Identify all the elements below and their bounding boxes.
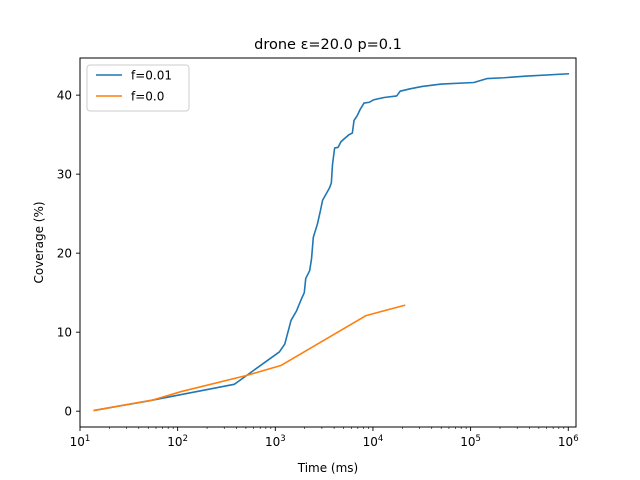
- x-tick-label-exponent: 4: [378, 434, 383, 444]
- chart-title: drone ε=20.0 p=0.1: [254, 37, 402, 53]
- x-axis: 101 102 103 104 105 106: [70, 427, 579, 449]
- y-axis-label: Coverage (%): [32, 201, 46, 283]
- x-tick-label-0: 101: [70, 434, 91, 449]
- x-tick-label-base: 10: [363, 435, 378, 449]
- x-axis-label: Time (ms): [297, 461, 359, 475]
- x-tick-label-1: 102: [167, 434, 188, 449]
- x-tick-label-base: 10: [70, 435, 85, 449]
- plot-frame: [79, 57, 577, 428]
- x-tick-label-base: 10: [460, 435, 475, 449]
- x-tick-label-exponent: 1: [85, 434, 90, 444]
- x-tick-label-exponent: 2: [183, 434, 188, 444]
- y-tick-label-4: 40: [57, 88, 72, 102]
- series-line-1: [93, 304, 406, 412]
- x-tick-label-base: 10: [558, 435, 573, 449]
- series-line-0: [93, 72, 570, 412]
- x-tick-label-3: 104: [363, 434, 384, 449]
- x-tick-label-exponent: 5: [476, 434, 481, 444]
- legend-label-0: f=0.01: [131, 68, 172, 82]
- legend: f=0.01 f=0.0: [86, 64, 190, 112]
- y-axis: 0 10 20 30 40: [57, 88, 80, 418]
- y-tick-label-0: 0: [64, 404, 72, 418]
- x-tick-label-exponent: 3: [280, 434, 285, 444]
- x-tick-label-5: 106: [558, 434, 579, 449]
- legend-box: [86, 64, 190, 112]
- x-tick-label-4: 105: [460, 434, 481, 449]
- plot-lines: [93, 72, 570, 412]
- x-tick-label-base: 10: [265, 435, 280, 449]
- x-tick-label-exponent: 6: [573, 434, 578, 444]
- x-tick-label-base: 10: [167, 435, 182, 449]
- y-tick-label-3: 30: [57, 167, 72, 181]
- y-tick-label-2: 20: [57, 246, 72, 260]
- legend-label-1: f=0.0: [131, 89, 164, 103]
- x-tick-label-2: 103: [265, 434, 286, 449]
- y-tick-label-1: 10: [57, 325, 72, 339]
